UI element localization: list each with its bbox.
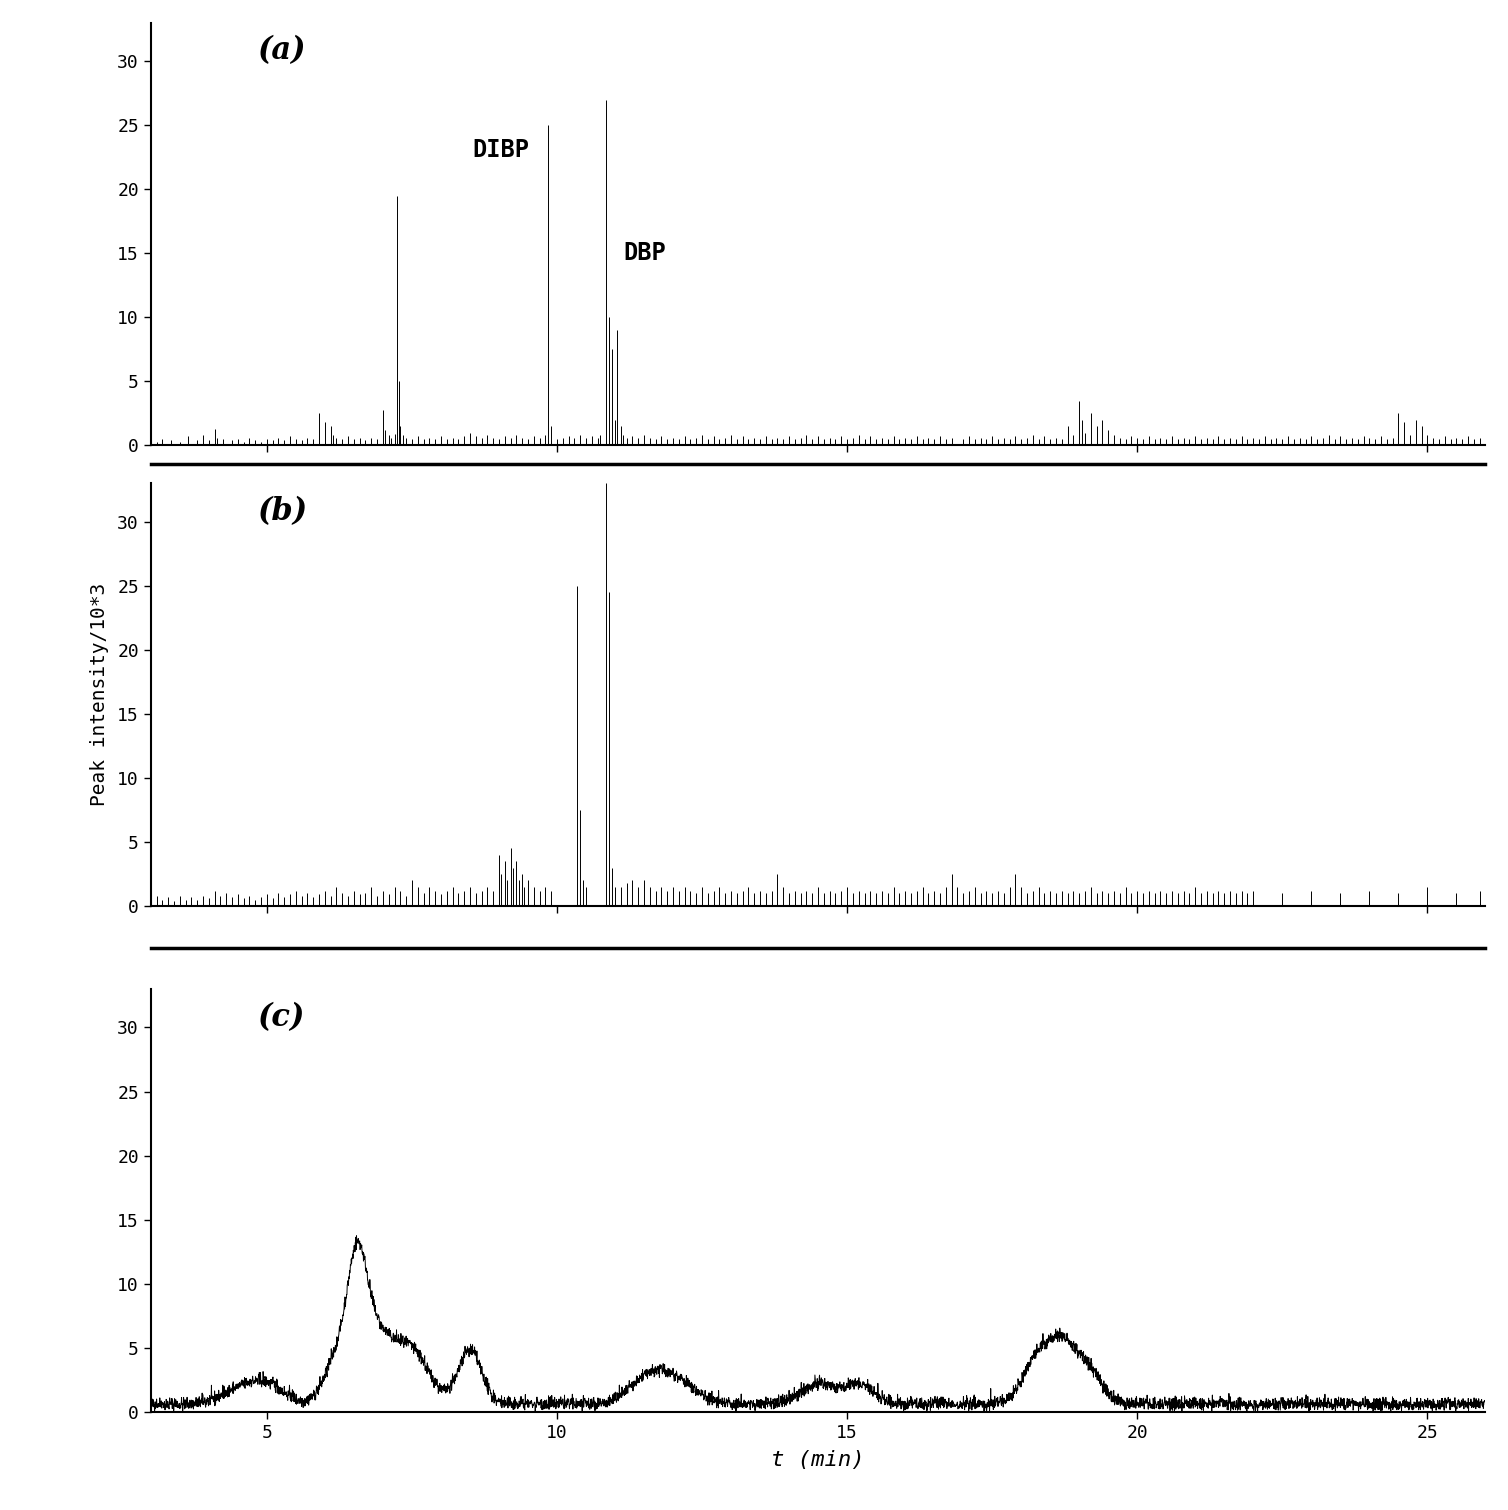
X-axis label: t (min): t (min): [771, 1450, 866, 1471]
Y-axis label: Peak intensity/10*3: Peak intensity/10*3: [90, 583, 109, 806]
Text: (b): (b): [258, 495, 308, 527]
Text: (c): (c): [258, 1001, 305, 1033]
Text: DIBP: DIBP: [474, 139, 529, 162]
Text: DBP: DBP: [624, 240, 667, 264]
Text: (a): (a): [258, 35, 306, 66]
